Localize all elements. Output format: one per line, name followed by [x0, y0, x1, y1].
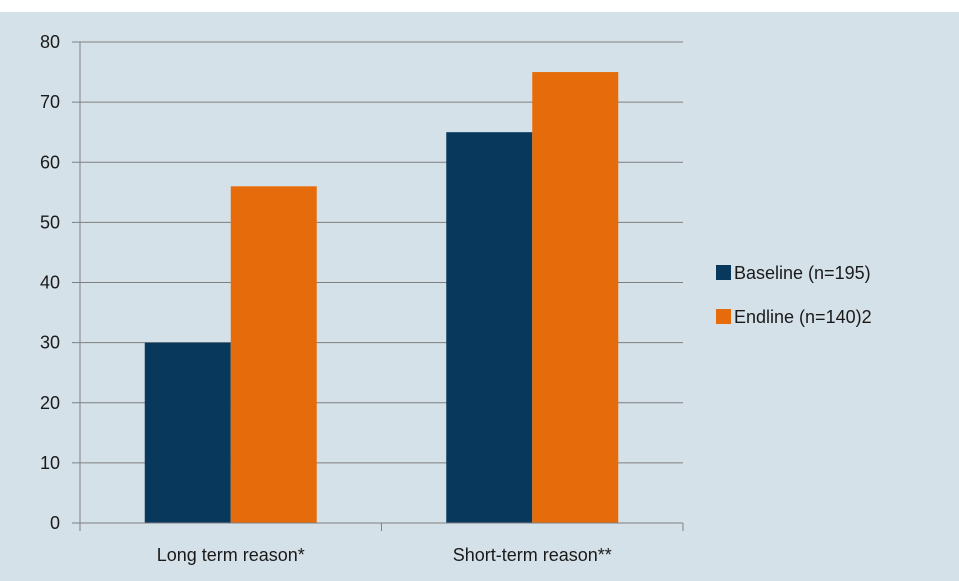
- legend-label: Baseline (n=195): [734, 263, 871, 283]
- y-tick-label: 70: [40, 92, 60, 112]
- bar-baseline-2: [446, 132, 533, 523]
- y-tick-label: 40: [40, 273, 60, 293]
- legend-swatch: [716, 309, 731, 324]
- x-tick-label: Short-term reason**: [453, 545, 612, 565]
- y-tick-label: 10: [40, 453, 60, 473]
- legend-label: Endline (n=140)2: [734, 307, 872, 327]
- y-tick-label: 80: [40, 32, 60, 52]
- y-tick-label: 30: [40, 333, 60, 353]
- x-tick-label: Long term reason*: [157, 545, 305, 565]
- bar-endline-2: [532, 72, 619, 523]
- bar-endline-1: [230, 186, 317, 524]
- legend: Baseline (n=195) Endline (n=140)2: [716, 263, 872, 327]
- y-axis-tick-labels: 0 10 20 30 40 50 60 70 80: [40, 32, 60, 533]
- legend-swatch: [716, 265, 731, 280]
- y-tick-label: 20: [40, 393, 60, 413]
- axes: [72, 42, 684, 531]
- bars: [144, 72, 619, 524]
- x-axis-tick-labels: Long term reason* Short-term reason**: [157, 545, 612, 565]
- y-tick-label: 50: [40, 212, 60, 232]
- y-tick-label: 0: [50, 513, 60, 533]
- bar-baseline-1: [144, 342, 231, 523]
- y-tick-label: 60: [40, 152, 60, 172]
